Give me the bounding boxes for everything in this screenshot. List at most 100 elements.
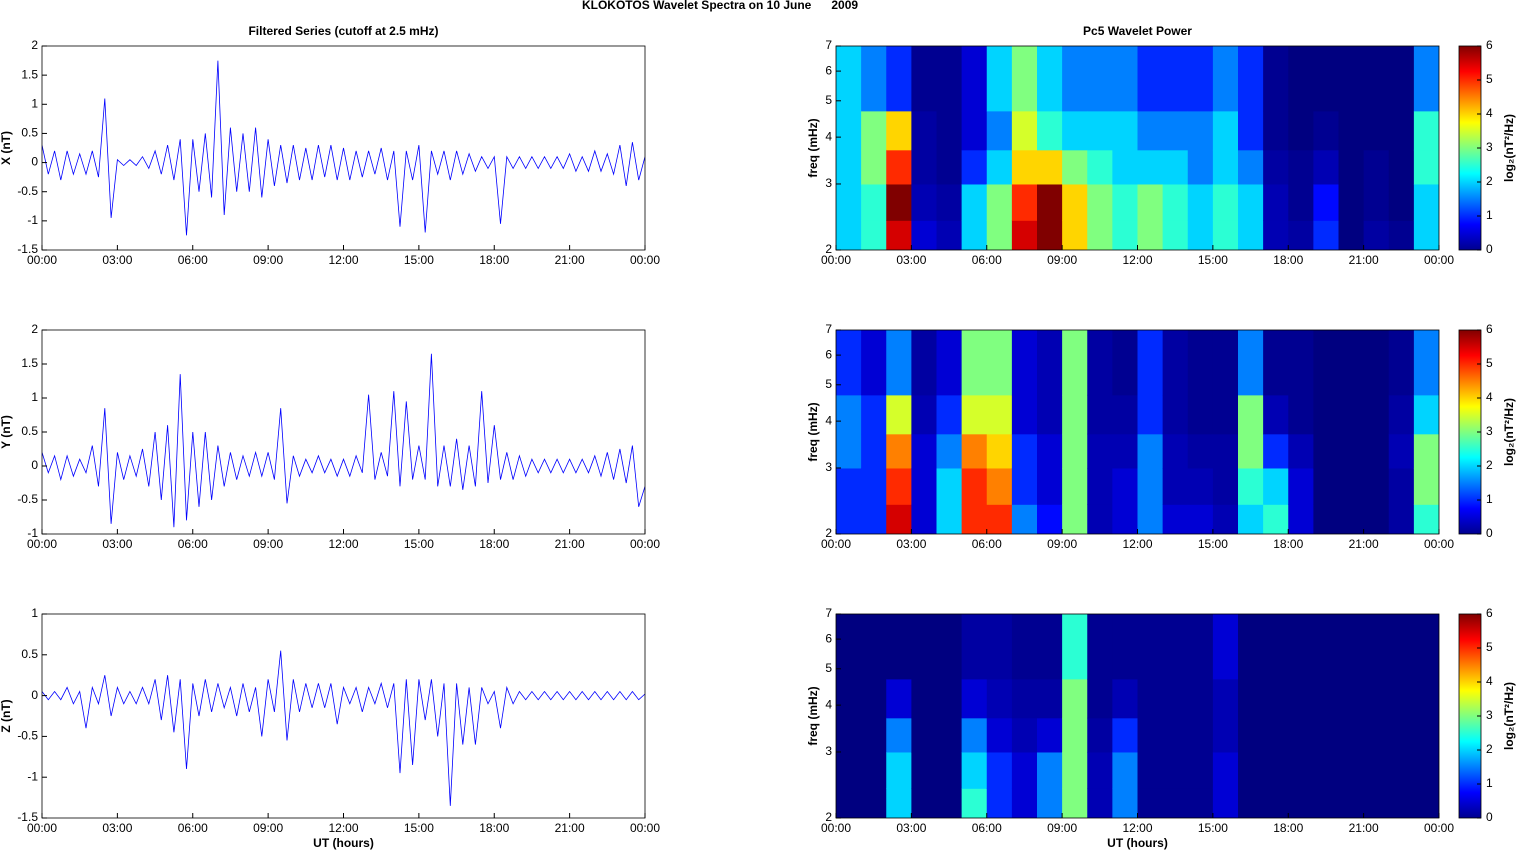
heat-cell	[1087, 751, 1113, 789]
heat-cell	[1137, 330, 1164, 396]
heat-cell	[836, 110, 862, 151]
x-tick-label: 00:00	[821, 253, 851, 267]
heat-cell	[986, 678, 1013, 719]
y-tick-label: 1	[31, 96, 38, 110]
heat-cell	[911, 110, 937, 151]
heat-cell	[986, 394, 1013, 435]
heat-cell	[1162, 504, 1189, 534]
heat-cell	[1338, 149, 1365, 185]
heat-cell	[886, 149, 912, 185]
x-tick-label: 09:00	[253, 253, 283, 267]
heat-cell	[1288, 467, 1314, 505]
x-tick-label: 15:00	[404, 253, 434, 267]
x-tick-label: 09:00	[253, 821, 283, 835]
heat-cell	[1212, 220, 1239, 250]
heat-cell	[1187, 467, 1214, 505]
y-tick-label: 5	[825, 93, 832, 107]
y-tick-label: 1	[31, 606, 38, 620]
heat-cell	[986, 110, 1013, 151]
heat-cell	[911, 717, 937, 753]
y-tick-label: 2	[825, 242, 832, 256]
heat-cell	[1087, 433, 1113, 469]
heat-cell	[1388, 220, 1415, 250]
heat-cell	[1087, 46, 1113, 112]
heat-cell	[1313, 467, 1339, 505]
y-axis-label: Z (nT)	[0, 699, 13, 732]
heat-cell	[961, 394, 988, 435]
heat-cell	[936, 504, 963, 534]
heat-cell	[861, 149, 887, 185]
heat-cell	[986, 467, 1013, 505]
y-tick-label: -0.5	[17, 184, 38, 198]
heat-cell	[1313, 46, 1339, 112]
heat-cell	[911, 394, 937, 435]
heat-cell	[1288, 614, 1314, 680]
heat-cell	[1388, 717, 1415, 753]
heat-cell	[861, 46, 887, 112]
heat-cell	[986, 46, 1013, 112]
heat-cell	[861, 183, 887, 221]
heat-cell	[1263, 394, 1289, 435]
heat-cell	[986, 149, 1013, 185]
heat-cell	[1112, 46, 1138, 112]
heat-cell	[911, 504, 937, 534]
heat-cell	[1187, 614, 1214, 680]
x-tick-label: 06:00	[178, 821, 208, 835]
y-tick-label: 0.5	[21, 126, 38, 140]
heat-cell	[1187, 788, 1214, 818]
heat-cell	[986, 614, 1013, 680]
heat-cell	[1388, 751, 1415, 789]
y-tick-label: 2	[31, 38, 38, 52]
x-tick-label: 09:00	[1047, 821, 1077, 835]
heat-cell	[961, 149, 988, 185]
heat-cell	[1112, 394, 1138, 435]
heat-cell	[1388, 330, 1415, 396]
heat-cell	[1112, 504, 1138, 534]
y-tick-label: 5	[825, 377, 832, 391]
heat-cell	[961, 433, 988, 469]
plot-area	[42, 650, 645, 806]
heat-cell	[1137, 717, 1164, 753]
x-tick-label: 15:00	[404, 537, 434, 551]
heat-cell	[1388, 183, 1415, 221]
heat-cell	[836, 149, 862, 185]
x-tick-label: 03:00	[102, 821, 132, 835]
heat-cell	[1162, 717, 1189, 753]
heat-cell	[1413, 433, 1439, 469]
y-axis-label: freq (mHz)	[806, 118, 820, 177]
heat-cell	[1338, 614, 1365, 680]
heat-cell	[1338, 751, 1365, 789]
heat-cell	[1062, 46, 1088, 112]
heat-cell	[1212, 751, 1239, 789]
x-tick-label: 03:00	[896, 253, 926, 267]
heat-cell	[1112, 467, 1138, 505]
heat-cell	[1037, 330, 1063, 396]
heat-cell	[1087, 614, 1113, 680]
heat-cell	[1062, 110, 1088, 151]
heat-cell	[1137, 614, 1164, 680]
heat-cell	[1162, 433, 1189, 469]
heat-cell	[1263, 504, 1289, 534]
x-tick-label: 06:00	[972, 537, 1002, 551]
heat-cell	[836, 467, 862, 505]
heat-cell	[1011, 751, 1038, 789]
heat-cell	[1238, 433, 1264, 469]
heat-cell	[1263, 183, 1289, 221]
heat-cell	[936, 149, 963, 185]
heat-cell	[1112, 614, 1138, 680]
colorbar-tick-label: 1	[1486, 776, 1493, 790]
heat-cell	[1313, 330, 1339, 396]
heat-cell	[961, 751, 988, 789]
heat-cell	[986, 751, 1013, 789]
heat-cell	[1187, 183, 1214, 221]
heat-cell	[1087, 678, 1113, 719]
heat-cell	[861, 433, 887, 469]
heat-cell	[1388, 678, 1415, 719]
figure-title: KLOKOTOS Wavelet Spectra on 10 June 2009	[582, 0, 858, 12]
heat-cell	[1212, 433, 1239, 469]
heat-cell	[861, 110, 887, 151]
heat-cell	[1011, 788, 1038, 818]
heat-cell	[1313, 788, 1339, 818]
heat-cell	[1137, 788, 1164, 818]
